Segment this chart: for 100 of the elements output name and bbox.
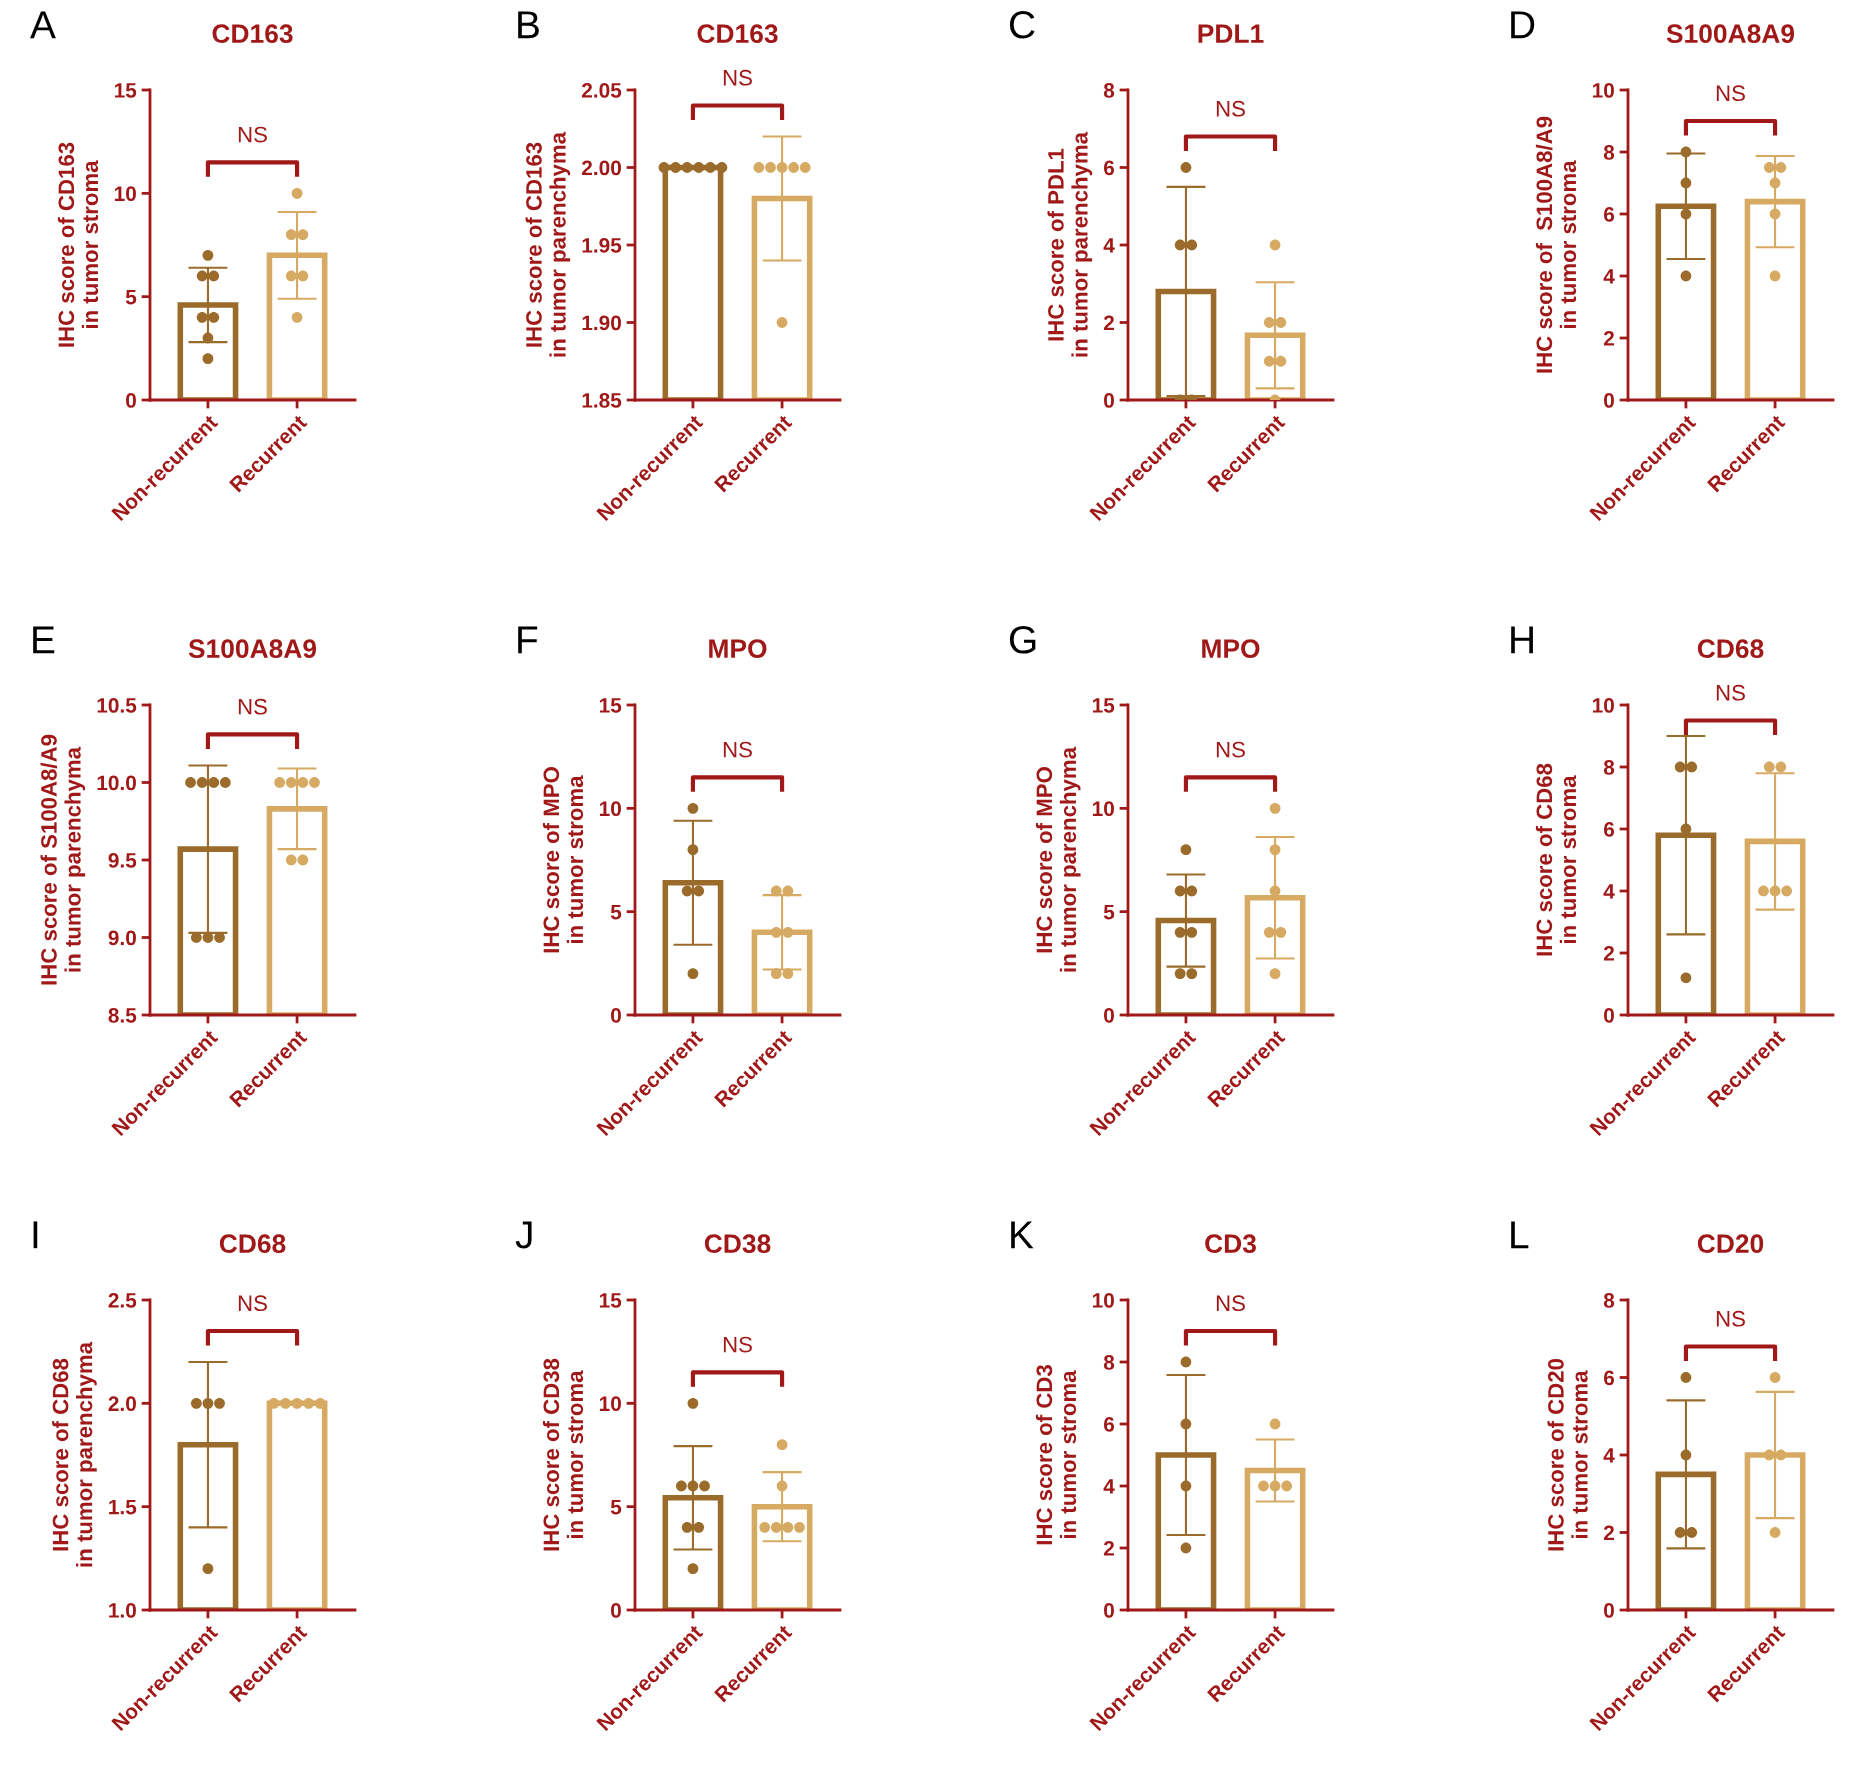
chart-title: CD20 — [1697, 1234, 1764, 1254]
chart-title: CD68 — [1697, 639, 1764, 659]
chart-title: MPO — [1202, 639, 1260, 659]
text: L — [1511, 1221, 1529, 1249]
y-tick-label: 2.5 — [108, 1293, 137, 1308]
annotation: NS — [723, 741, 752, 758]
y-tick-label: 0 — [1604, 1603, 1614, 1618]
y-tick-label: 1.5 — [109, 1499, 137, 1515]
y-tick-label: 10.5 — [97, 698, 137, 713]
y-axis-title: IHC score of PDL1 in tumor parenchyma — [1047, 131, 1093, 357]
y-tick-label: 5 — [610, 1499, 622, 1515]
y-tick-label: 15 — [599, 1293, 622, 1308]
y-tick-label: 1.85 — [582, 393, 622, 408]
chart-title: S100A8A9 — [1666, 24, 1795, 44]
y-tick-label: 1.0 — [109, 1603, 136, 1618]
y-axis-title: IHC score of MPO in tumor stroma — [542, 767, 584, 953]
y-tick-label: 2 — [1603, 331, 1614, 346]
y-axis-title: IHC score of CD3 in tumor stroma — [1035, 1365, 1077, 1545]
y-tick-label: 0 — [1104, 393, 1114, 408]
text: F — [518, 626, 538, 654]
y-tick-label: 5 — [610, 904, 622, 920]
y-tick-label: 4 — [1603, 269, 1615, 284]
chart-title: MPO — [709, 639, 767, 659]
y-tick-label: 15 — [114, 83, 137, 98]
y-tick-label: 10 — [1092, 1293, 1114, 1308]
y-axis-title: IHC score of CD20 in tumor stroma — [1547, 1358, 1588, 1551]
y-tick-label: 2 — [1603, 946, 1614, 961]
chart-title: CD163 — [212, 24, 293, 44]
chart-title: CD163 — [697, 24, 778, 44]
annotation: NS — [1716, 85, 1745, 102]
text: K — [1011, 1221, 1034, 1249]
y-axis-title: IHC score of CD163 in tumor stroma — [57, 142, 99, 347]
y-tick-label: 15 — [599, 698, 622, 713]
y-tick-label: 15 — [1092, 698, 1115, 713]
text: D — [1511, 11, 1535, 39]
annotation: NS — [238, 1295, 267, 1312]
text: J — [515, 1221, 532, 1249]
y-tick-label: 2.05 — [581, 83, 622, 98]
y-tick-label: 9.5 — [108, 853, 137, 868]
y-tick-label: 8 — [1603, 145, 1615, 160]
annotation: NS — [1716, 1310, 1745, 1327]
y-tick-label: 4 — [1603, 884, 1615, 899]
y-tick-label: 8 — [1603, 1293, 1615, 1308]
y-tick-label: 10 — [1592, 698, 1614, 713]
text: I — [33, 1221, 38, 1249]
y-tick-label: 6 — [1103, 1417, 1115, 1432]
annotation: NS — [238, 698, 267, 715]
chart-title: CD38 — [704, 1234, 771, 1254]
y-tick-label: 4 — [1103, 238, 1115, 253]
annotation: NS — [723, 1336, 752, 1353]
y-tick-label: 10 — [114, 186, 136, 202]
y-axis-title: IHC score of CD68 in tumor stroma — [1535, 763, 1577, 956]
y-tick-label: 10 — [1592, 83, 1614, 98]
y-tick-label: 2.0 — [108, 1396, 136, 1412]
y-tick-label: 2 — [1103, 315, 1114, 331]
y-tick-label: 6 — [1103, 160, 1115, 176]
y-tick-label: 6 — [1603, 1370, 1615, 1386]
y-axis-title: IHC score of MPO in tumor parenchyma — [1035, 746, 1081, 972]
y-tick-label: 8 — [1103, 1355, 1115, 1370]
y-tick-label: 2 — [1603, 1525, 1614, 1541]
y-tick-label: 8 — [1103, 83, 1115, 98]
y-tick-label: 10 — [1092, 801, 1114, 817]
y-tick-label: 0 — [611, 1008, 621, 1023]
y-tick-label: 1.90 — [582, 315, 621, 331]
y-tick-label: 6 — [1603, 822, 1615, 837]
y-tick-label: 10 — [599, 1396, 621, 1412]
chart-title: CD3 — [1205, 1234, 1256, 1254]
chart-title: PDL1 — [1198, 24, 1264, 43]
annotation: NS — [1216, 100, 1245, 117]
y-tick-label: 5 — [125, 289, 137, 305]
y-tick-label: 10 — [599, 801, 621, 817]
annotation: NS — [1216, 741, 1245, 758]
annotation: NS — [238, 126, 267, 143]
y-tick-label: 9.0 — [108, 930, 136, 946]
text: NS — [1716, 684, 1745, 701]
chart-title: CD68 — [219, 1234, 286, 1254]
text: H — [1511, 626, 1533, 654]
y-tick-label: 0 — [126, 393, 136, 408]
y-tick-label: 2 — [1103, 1541, 1114, 1556]
y-tick-label: 0 — [1104, 1603, 1114, 1618]
y-tick-label: 2.00 — [581, 160, 621, 176]
text: NS — [723, 69, 752, 86]
y-tick-label: 8.5 — [108, 1008, 137, 1023]
y-tick-label: 0 — [611, 1603, 621, 1618]
chart-title: S100A8A9 — [188, 639, 317, 659]
y-axis-title: IHC score of CD38 in tumor stroma — [542, 1358, 584, 1551]
text: A — [30, 11, 56, 39]
y-axis-title: IHC score of CD68 in tumor parenchyma — [52, 1341, 97, 1567]
y-tick-label: 0 — [1604, 393, 1614, 408]
y-axis-title: IHC score of CD163 in tumor parenchyma — [525, 131, 571, 357]
annotation: NS — [1216, 1295, 1245, 1312]
y-axis-title: IHC score of S100A8/A9 in tumor parenchyma — [40, 734, 86, 985]
y-axis-title: IHC score of S100A8/A9 in tumor stroma — [1535, 116, 1577, 373]
y-tick-label: 5 — [1103, 904, 1115, 920]
y-tick-label: 10.0 — [97, 775, 136, 791]
text: B — [518, 11, 539, 39]
y-tick-label: 8 — [1603, 760, 1615, 775]
y-tick-label: 4 — [1103, 1479, 1115, 1494]
text: G — [1009, 626, 1036, 654]
y-tick-label: 0 — [1104, 1008, 1114, 1023]
